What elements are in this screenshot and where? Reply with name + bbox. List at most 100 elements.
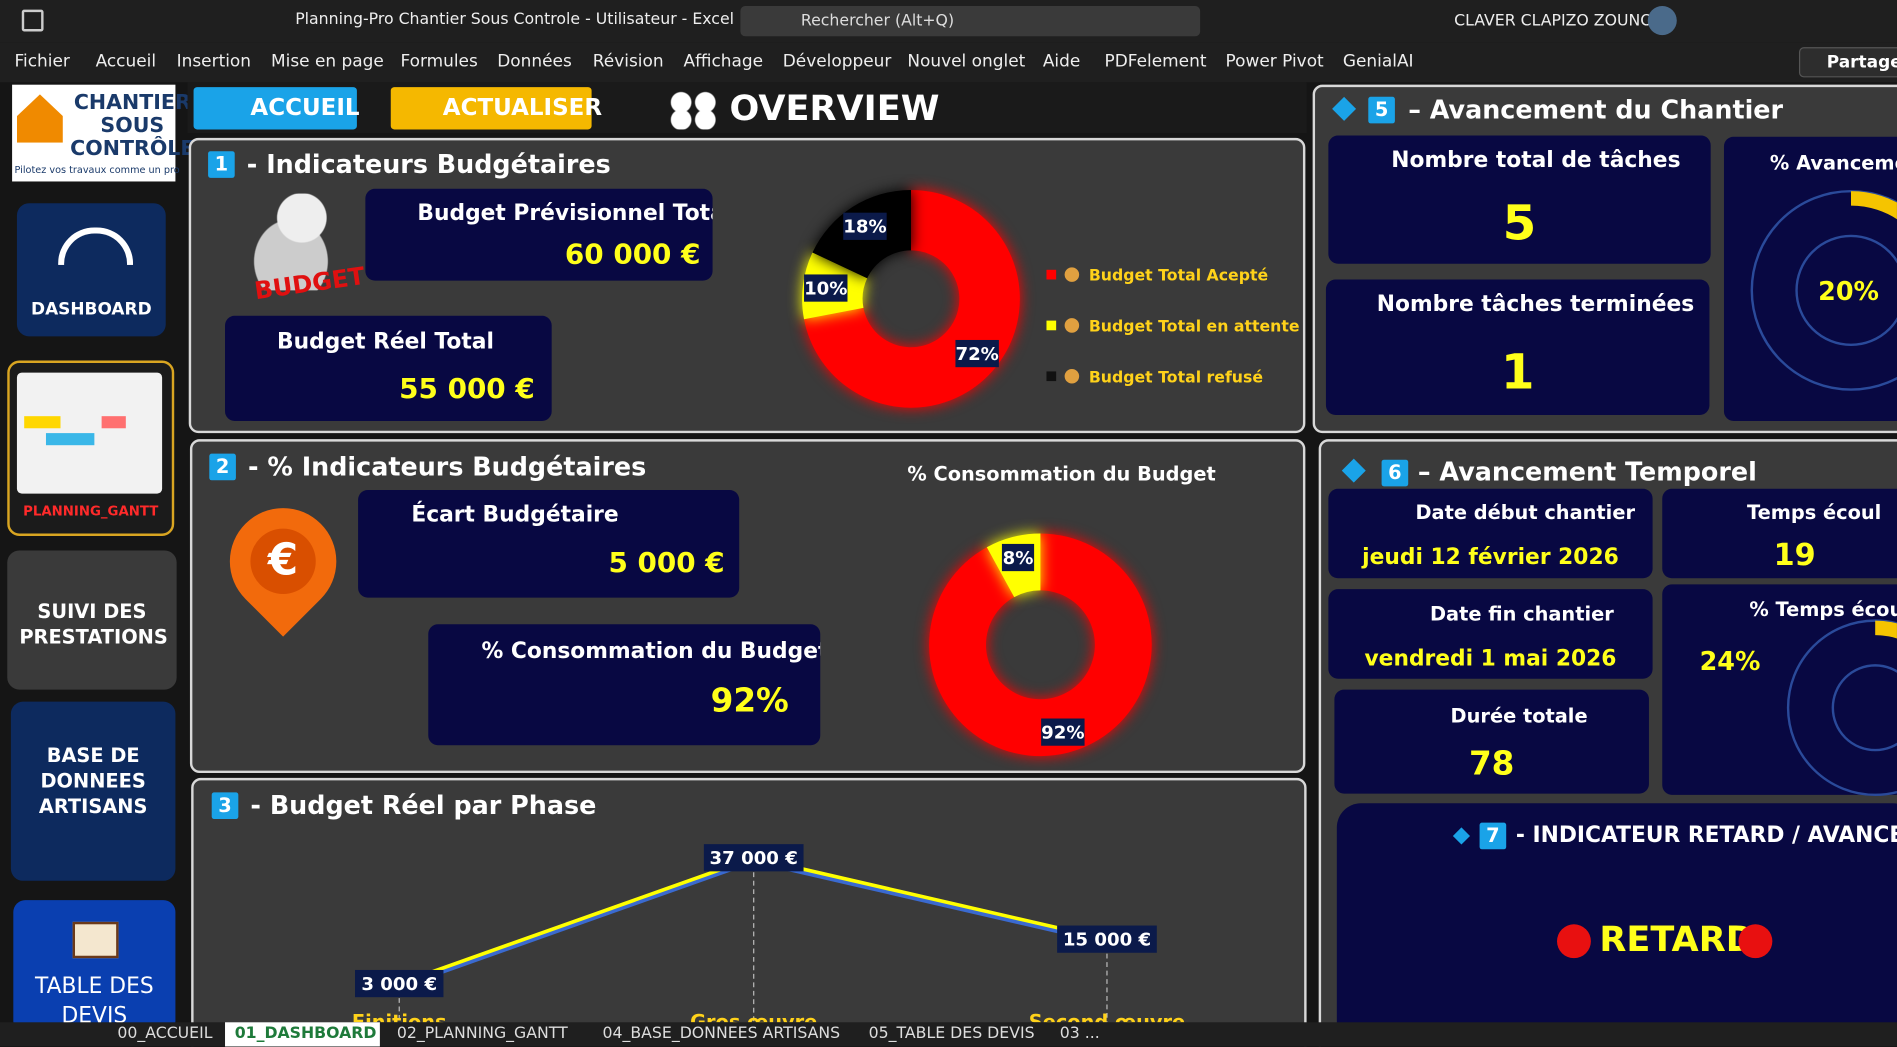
data-label-bg [1001, 543, 1035, 572]
sheet-tab[interactable]: 00_ACCUEIL [117, 1024, 213, 1043]
gantt-bar [101, 416, 126, 429]
status-value: RETARD [1599, 918, 1755, 960]
data-label: 92% [1041, 722, 1084, 743]
data-label-bg [955, 339, 999, 368]
ribbon-tab[interactable]: Mise en page [270, 52, 384, 72]
kpi-card: Écart Budgétaire 5 000 € [358, 489, 740, 598]
section-number: 7 [1479, 822, 1507, 850]
kpi-card: Date début chantier jeudi 12 février 202… [1328, 488, 1653, 579]
header-bar [187, 82, 1307, 134]
ribbon-tab[interactable]: Power Pivot [1225, 52, 1324, 72]
status-card [1336, 803, 1897, 1046]
ribbon-tab[interactable]: PDFelement [1104, 52, 1207, 72]
section-number: 5 [1368, 96, 1395, 124]
data-label-bg [1041, 718, 1085, 746]
legend-icon [1064, 318, 1080, 333]
kpi-value: 5 [1502, 195, 1537, 252]
ribbon-tab[interactable]: GenialAI [1342, 52, 1414, 72]
gantt-bar [45, 433, 95, 446]
ribbon-tab[interactable]: Données [497, 52, 572, 72]
gauge-arc [1875, 620, 1897, 639]
kpi-card: Date fin chantier vendredi 1 mai 2026 [1328, 589, 1653, 679]
sheet-tab[interactable]: 01_DASHBOARD [234, 1024, 377, 1043]
kpi-label: Date début chantier [1415, 500, 1635, 524]
kpi-value: 60 000 € [564, 239, 701, 271]
ribbon-tab[interactable]: Révision [592, 52, 664, 72]
user-name: CLAVER CLAPIZO ZOUNON [1454, 12, 1665, 31]
kpi-label: Durée totale [1450, 704, 1588, 728]
kpi-label: Budget Prévisionnel Total [417, 200, 713, 227]
data-label-bg [843, 212, 887, 240]
legend-swatch [1046, 371, 1057, 382]
logo-line: SOUS [100, 113, 165, 138]
nav-button[interactable]: DASHBOARD [16, 203, 166, 337]
kpi-card: Nombre total de tâches 5 [1328, 135, 1711, 264]
legend-label: Budget Total en attente [1089, 316, 1300, 335]
kpi-label: Nombre total de tâches [1391, 147, 1681, 174]
ribbon-tab[interactable]: Formules [400, 52, 478, 72]
share-button[interactable]: Partager [1798, 47, 1897, 78]
section-title: - Indicateurs Budgétaires [246, 150, 611, 180]
status-dot [1738, 924, 1773, 959]
legend-swatch [1046, 269, 1057, 280]
data-label-bg [1057, 925, 1157, 953]
page-title: OVERVIEW [729, 87, 940, 129]
ribbon-tab[interactable]: Développeur [782, 52, 892, 72]
section-title: - INDICATEUR RETARD / AVANCE [1515, 822, 1897, 849]
kpi-label: Écart Budgétaire [411, 502, 619, 528]
ribbon-tab[interactable]: Fichier [14, 52, 70, 72]
sheet-tab[interactable]: 04_BASE_DONNEES ARTISANS [602, 1024, 841, 1043]
search-placeholder: Rechercher (Alt+Q) [800, 12, 955, 31]
refresh-button[interactable]: ACTUALISER [390, 87, 602, 130]
legend-icon [1064, 368, 1080, 384]
gauge-card: % Temps écou [1662, 584, 1897, 795]
data-label-bg [804, 274, 848, 302]
ribbon-tab[interactable]: Aide [1042, 52, 1081, 72]
ribbon-tab[interactable]: Accueil [95, 52, 157, 72]
nav-label: PLANNING_GANTT [23, 503, 159, 520]
kpi-label: % Consommation du Budget [481, 638, 821, 665]
ribbon-tab[interactable]: Nouvel onglet [907, 52, 1026, 72]
nav-button[interactable]: SUIVI DES PRESTATIONS [7, 550, 177, 690]
book-icon [72, 921, 119, 959]
x-tick-label: Second œuvre [1029, 1010, 1185, 1022]
kpi-card: Durée totale 78 [1334, 689, 1649, 794]
data-label: 18% [843, 217, 886, 238]
sheet-tab[interactable]: 05_TABLE DES DEVIS [868, 1024, 1035, 1043]
legend-label: Budget Total refusé [1089, 367, 1263, 386]
save-icon[interactable] [21, 9, 44, 32]
gauge-arc [1850, 191, 1897, 220]
home-button[interactable]: ACCUEIL [193, 87, 360, 130]
active-sheet-bg [225, 1022, 380, 1047]
ribbon-tab[interactable]: Affichage [683, 52, 764, 72]
kpi-card: Budget Prévisionnel Total 60 000 € [365, 188, 713, 281]
kpi-card: Nombre tâches terminées 1 [1325, 279, 1710, 415]
kpi-value: 55 000 € [399, 373, 535, 406]
phase-panel [191, 777, 1307, 1047]
ribbon [0, 42, 1897, 83]
data-label: 10% [804, 278, 847, 299]
section-number: 1 [208, 151, 235, 178]
legend-label: Budget Total Acepté [1089, 266, 1268, 285]
section-number: 2 [209, 453, 236, 481]
data-label: 15 000 € [1063, 930, 1151, 951]
kpi-value: 1 [1500, 344, 1535, 401]
gauge-value: 20% [1818, 276, 1879, 306]
chart-title: % Consommation du Budget [907, 462, 1216, 486]
search-box[interactable] [740, 6, 1201, 37]
kpi-card: % Consommation du Budget 92% [428, 624, 821, 746]
gauge-value: 24% [1700, 646, 1761, 676]
nav-label: DASHBOARD [31, 300, 152, 320]
nav-button[interactable]: TABLE DES DEVIS [13, 900, 176, 1034]
ribbon-tab[interactable]: Insertion [176, 52, 252, 72]
kpi-value: 19 [1773, 537, 1816, 573]
section-title: – Avancement Temporel [1417, 457, 1757, 487]
sheet-tab[interactable]: 02_PLANNING_GANTT [396, 1024, 568, 1043]
sheet-tab[interactable]: 03 ... [1059, 1024, 1100, 1043]
section-number: 3 [211, 792, 239, 820]
avatar[interactable] [1647, 6, 1677, 36]
nav-button[interactable]: BASE DE DONNEES ARTISANS [10, 701, 176, 881]
